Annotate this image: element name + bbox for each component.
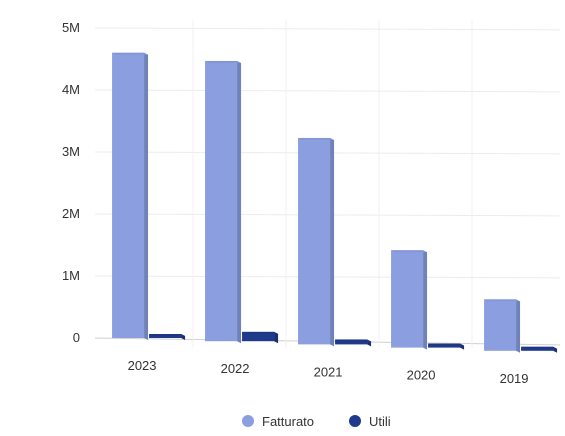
grid-line [94,27,561,31]
bar-fatturato-2021 [298,137,335,347]
y-tick-label: 1M [62,268,80,283]
bar-top [484,299,521,302]
legend-marker-utili [349,415,361,427]
bar-utili-2019 [521,346,558,353]
bar-utili-2020 [428,343,465,350]
bar-top [205,60,242,63]
x-axis: 2023 2022 2021 2020 2019 [128,358,529,386]
y-tick-label: 3M [62,144,80,159]
bar-top [391,250,428,253]
bar-top [428,343,465,346]
bar-top [298,137,335,140]
bar-front [205,60,238,342]
bar-front [298,137,331,345]
bar-top [112,52,149,55]
bar-fatturato-2020 [391,250,428,350]
x-tick-label: 2019 [500,371,529,386]
y-tick-label: 4M [62,82,80,97]
x-tick-label: 2021 [314,364,343,379]
bar-front [242,331,275,342]
x-tick-label: 2023 [128,358,157,373]
bar-top [335,339,372,342]
bar-side [423,250,428,350]
y-tick-label: 0 [73,330,80,345]
bar-utili-2023 [149,334,186,340]
bar-utili-2021 [335,339,372,347]
bar-front [335,339,368,345]
x-tick-label: 2020 [407,368,436,383]
bars [112,52,558,353]
legend-marker-fatturato [242,415,254,427]
bar-side [237,60,242,344]
y-axis: 0 1M 2M 3M 4M 5M [62,20,80,345]
bar-fatturato-2022 [205,60,242,344]
bar-utili-2022 [242,331,279,344]
y-tick-label: 2M [62,206,80,221]
legend: Fatturato Utili [242,414,391,429]
bar-top [242,331,279,334]
legend-label-utili: Utili [369,414,391,429]
bar-top [521,346,558,349]
grid-lines [94,20,561,348]
legend-label-fatturato: Fatturato [262,414,314,429]
y-tick-label: 5M [62,20,80,35]
bar-fatturato-2023 [112,52,149,341]
bar-front [484,299,517,351]
grid-line [94,89,561,93]
bar-side [516,299,521,353]
bar-side [330,137,335,347]
bar-side [144,52,149,341]
x-tick-label: 2022 [221,361,250,376]
bar-fatturato-2019 [484,299,521,353]
bar-front [391,250,424,348]
bar-side [274,331,279,344]
bar-front [112,52,145,339]
bar-top [149,334,186,336]
